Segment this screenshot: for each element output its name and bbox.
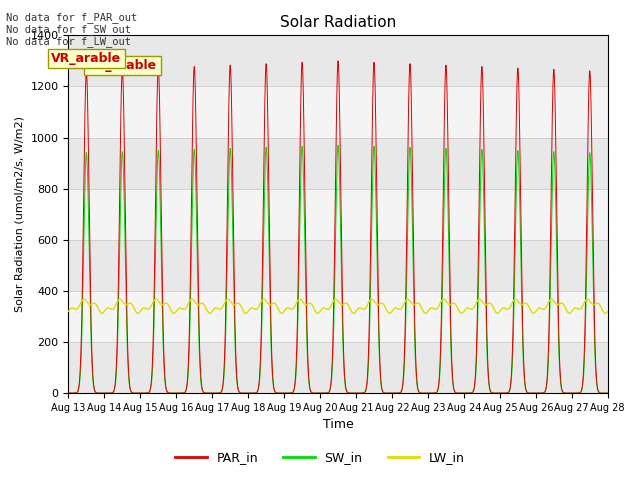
Y-axis label: Solar Radiation (umol/m2/s, W/m2): Solar Radiation (umol/m2/s, W/m2) bbox=[15, 116, 25, 312]
Title: Solar Radiation: Solar Radiation bbox=[280, 15, 396, 30]
Bar bbox=[68, 36, 608, 86]
Bar bbox=[68, 189, 608, 240]
Text: No data for f_LW_out: No data for f_LW_out bbox=[6, 36, 131, 47]
Bar bbox=[68, 240, 608, 291]
Text: No data for f_SW_out: No data for f_SW_out bbox=[6, 24, 131, 35]
Bar bbox=[68, 342, 608, 393]
Legend: PAR_in, SW_in, LW_in: PAR_in, SW_in, LW_in bbox=[170, 446, 470, 469]
Text: VR_arable: VR_arable bbox=[51, 52, 122, 65]
Text: VR_arable: VR_arable bbox=[87, 59, 157, 72]
X-axis label: Time: Time bbox=[323, 419, 353, 432]
Text: No data for f_PAR_out: No data for f_PAR_out bbox=[6, 12, 138, 23]
Bar bbox=[68, 291, 608, 342]
Bar bbox=[68, 138, 608, 189]
Bar bbox=[68, 86, 608, 138]
